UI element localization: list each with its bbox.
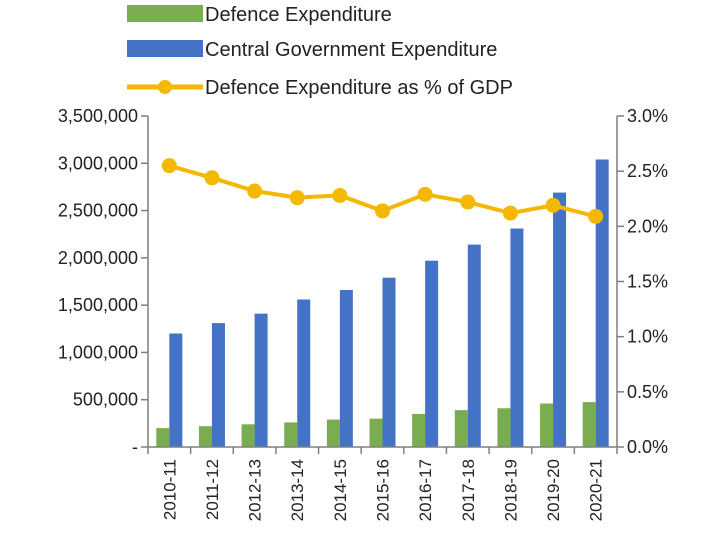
- right-axis-tick-label: 0.0%: [627, 437, 668, 457]
- bar-central-2020-21: [595, 159, 609, 447]
- right-axis-tick-label: 3.0%: [627, 106, 668, 126]
- bar-defence-2010-11: [156, 428, 170, 447]
- left-axis-tick-label: 1,500,000: [58, 295, 138, 315]
- gdp-point-2011-12: [204, 170, 220, 186]
- bar-central-2013-14: [297, 299, 311, 447]
- gdp-point-2013-14: [289, 190, 305, 206]
- bar-defence-2015-16: [369, 418, 383, 447]
- left-axis-tick-label: -: [132, 437, 138, 457]
- bar-defence-2011-12: [198, 426, 212, 447]
- bar-central-2012-13: [254, 313, 268, 447]
- gdp-point-2010-11: [161, 158, 177, 174]
- bar-central-2015-16: [382, 277, 396, 447]
- bar-defence-2017-18: [454, 410, 468, 447]
- x-axis-tick-label: 2010-11: [160, 459, 179, 520]
- gdp-line-series: [161, 158, 604, 224]
- right-axis-tick-label: 0.5%: [627, 382, 668, 402]
- left-axis-tick-label: 500,000: [73, 390, 138, 410]
- gdp-point-2016-17: [417, 186, 433, 202]
- left-axis-tick-label: 1,000,000: [58, 342, 138, 362]
- gdp-point-2018-19: [502, 205, 518, 221]
- left-axis-tick-label: 2,500,000: [58, 201, 138, 221]
- left-axis-tick-label: 3,500,000: [58, 106, 138, 126]
- x-axis-tick-label: 2015-16: [374, 459, 393, 521]
- x-axis-tick-label: 2014-15: [331, 459, 350, 521]
- legend: Defence Expenditure Central Government Ex…: [127, 4, 513, 99]
- right-axis-tick-label: 1.0%: [627, 327, 668, 347]
- bar-central-2011-12: [211, 323, 225, 447]
- bar-defence-2019-20: [540, 403, 554, 447]
- x-axis-tick-label: 2011-12: [203, 459, 222, 520]
- legend-swatch-marker: [158, 80, 172, 94]
- right-y-axis: 0.0% 0.5% 1.0% 1.5% 2.0% 2.5% 3.0%: [616, 106, 668, 457]
- gdp-point-2012-13: [247, 183, 263, 199]
- x-axis-tick-label: 2020-21: [587, 459, 606, 521]
- bar-defence-2016-17: [412, 413, 426, 447]
- legend-swatch-defence: [127, 5, 203, 22]
- gdp-point-2014-15: [332, 187, 348, 203]
- legend-label-central: Central Government Expenditure: [205, 39, 497, 61]
- left-axis-tick-label: 3,000,000: [58, 153, 138, 173]
- bar-defence-2012-13: [241, 424, 255, 447]
- left-y-axis: - 500,000 1,000,000 1,500,000 2,000,000 2,500…: [58, 106, 149, 457]
- bar-defence-2014-15: [326, 419, 340, 447]
- legend-swatch-central: [127, 40, 203, 57]
- gdp-point-2019-20: [545, 197, 561, 213]
- bar-central-2019-20: [553, 192, 567, 447]
- gdp-point-2017-18: [460, 194, 476, 210]
- bars: [156, 159, 609, 447]
- bar-defence-2013-14: [284, 422, 298, 447]
- x-axis-tick-label: 2018-19: [501, 459, 520, 521]
- bar-defence-2018-19: [497, 408, 511, 447]
- bar-central-2017-18: [467, 244, 481, 447]
- x-axis-tick-label: 2012-13: [246, 459, 265, 521]
- gdp-point-2015-16: [375, 203, 390, 219]
- bar-central-2014-15: [339, 290, 353, 447]
- x-axis-tick-label: 2019-20: [544, 459, 563, 521]
- x-axis-tick-label: 2016-17: [416, 459, 435, 521]
- left-axis-tick-label: 2,000,000: [58, 248, 138, 268]
- right-axis-tick-label: 2.0%: [627, 216, 668, 236]
- legend-label-defence: Defence Expenditure: [205, 4, 392, 26]
- x-axis-tick-label: 2017-18: [459, 459, 478, 521]
- bar-central-2018-19: [510, 228, 524, 447]
- bar-central-2016-17: [425, 260, 439, 447]
- x-axis-tick-label: 2013-14: [288, 459, 307, 521]
- bar-defence-2020-21: [582, 402, 596, 447]
- right-axis-tick-label: 2.5%: [627, 161, 668, 181]
- bar-central-2010-11: [169, 333, 183, 447]
- x-axis: 2010-11 2011-12 2012-13 2013-14 2014-15 2015-…: [147, 446, 618, 521]
- legend-label-gdp: Defence Expenditure as % of GDP: [205, 77, 513, 99]
- gdp-point-2020-21: [588, 208, 604, 224]
- right-axis-tick-label: 1.5%: [627, 272, 668, 292]
